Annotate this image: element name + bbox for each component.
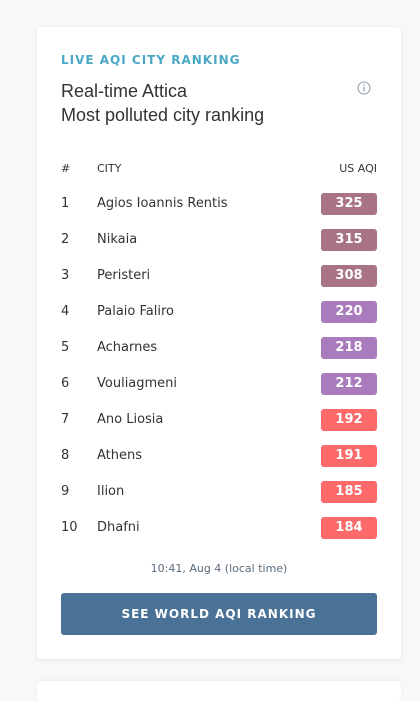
row-rank: 9	[61, 484, 70, 499]
row-city-name[interactable]: Ano Liosia	[97, 412, 164, 427]
row-rank: 3	[61, 268, 70, 283]
table-row[interactable]: 1 Agios Ioannis Rentis 325	[61, 193, 377, 229]
table-header: # CITY US AQI	[61, 162, 377, 178]
row-rank: 8	[61, 448, 70, 463]
aqi-badge: 191	[321, 445, 377, 467]
row-rank: 4	[61, 304, 70, 319]
table-row[interactable]: 2 Nikaia 315	[61, 229, 377, 265]
row-city-name[interactable]: Palaio Faliro	[97, 304, 174, 319]
see-world-ranking-button[interactable]: SEE WORLD AQI RANKING	[61, 593, 377, 635]
table-row[interactable]: 4 Palaio Faliro 220	[61, 301, 377, 337]
info-circle-icon[interactable]	[357, 81, 371, 95]
aqi-badge: 192	[321, 409, 377, 431]
row-rank: 10	[61, 520, 78, 535]
header-aqi: US AQI	[339, 162, 377, 175]
header-rank: #	[61, 162, 71, 175]
aqi-badge: 315	[321, 229, 377, 251]
aqi-badge: 308	[321, 265, 377, 287]
row-rank: 1	[61, 196, 70, 211]
card-title: Real-time Attica Most polluted city rank…	[61, 79, 351, 127]
row-city-name[interactable]: Acharnes	[97, 340, 158, 355]
row-city-name[interactable]: Athens	[97, 448, 143, 463]
aqi-badge: 185	[321, 481, 377, 503]
row-city-name[interactable]: Ilion	[97, 484, 125, 499]
aqi-badge: 220	[321, 301, 377, 323]
update-timestamp: 10:41, Aug 4 (local time)	[150, 562, 288, 575]
ranking-list: 1 Agios Ioannis Rentis 325 2 Nikaia 315 3 Peris…	[61, 193, 377, 553]
header-city: CITY	[97, 162, 122, 175]
row-city-name[interactable]: Vouliagmeni	[97, 376, 178, 391]
table-row[interactable]: 3 Peristeri 308	[61, 265, 377, 301]
row-rank: 7	[61, 412, 70, 427]
table-row[interactable]: 10 Dhafni 184	[61, 517, 377, 553]
row-city-name[interactable]: Peristeri	[97, 268, 151, 283]
aqi-badge: 218	[321, 337, 377, 359]
table-row[interactable]: 5 Acharnes 218	[61, 337, 377, 373]
table-row[interactable]: 9 Ilion 185	[61, 481, 377, 517]
row-rank: 6	[61, 376, 70, 391]
aqi-badge: 212	[321, 373, 377, 395]
row-city-name[interactable]: Nikaia	[97, 232, 138, 247]
aqi-ranking-card: LIVE AQI CITY RANKING Real-time Attica M…	[37, 27, 401, 659]
row-city-name[interactable]: Agios Ioannis Rentis	[97, 196, 228, 211]
row-city-name[interactable]: Dhafni	[97, 520, 140, 535]
card-title-line1: Real-time Attica	[61, 81, 188, 101]
next-card-edge	[37, 681, 401, 701]
table-row[interactable]: 7 Ano Liosia 192	[61, 409, 377, 445]
table-row[interactable]: 6 Vouliagmeni 212	[61, 373, 377, 409]
aqi-badge: 184	[321, 517, 377, 539]
card-title-line2: Most polluted city ranking	[61, 105, 265, 125]
row-rank: 2	[61, 232, 70, 247]
aqi-badge: 325	[321, 193, 377, 215]
row-rank: 5	[61, 340, 70, 355]
card-eyebrow: LIVE AQI CITY RANKING	[61, 53, 241, 67]
table-row[interactable]: 8 Athens 191	[61, 445, 377, 481]
